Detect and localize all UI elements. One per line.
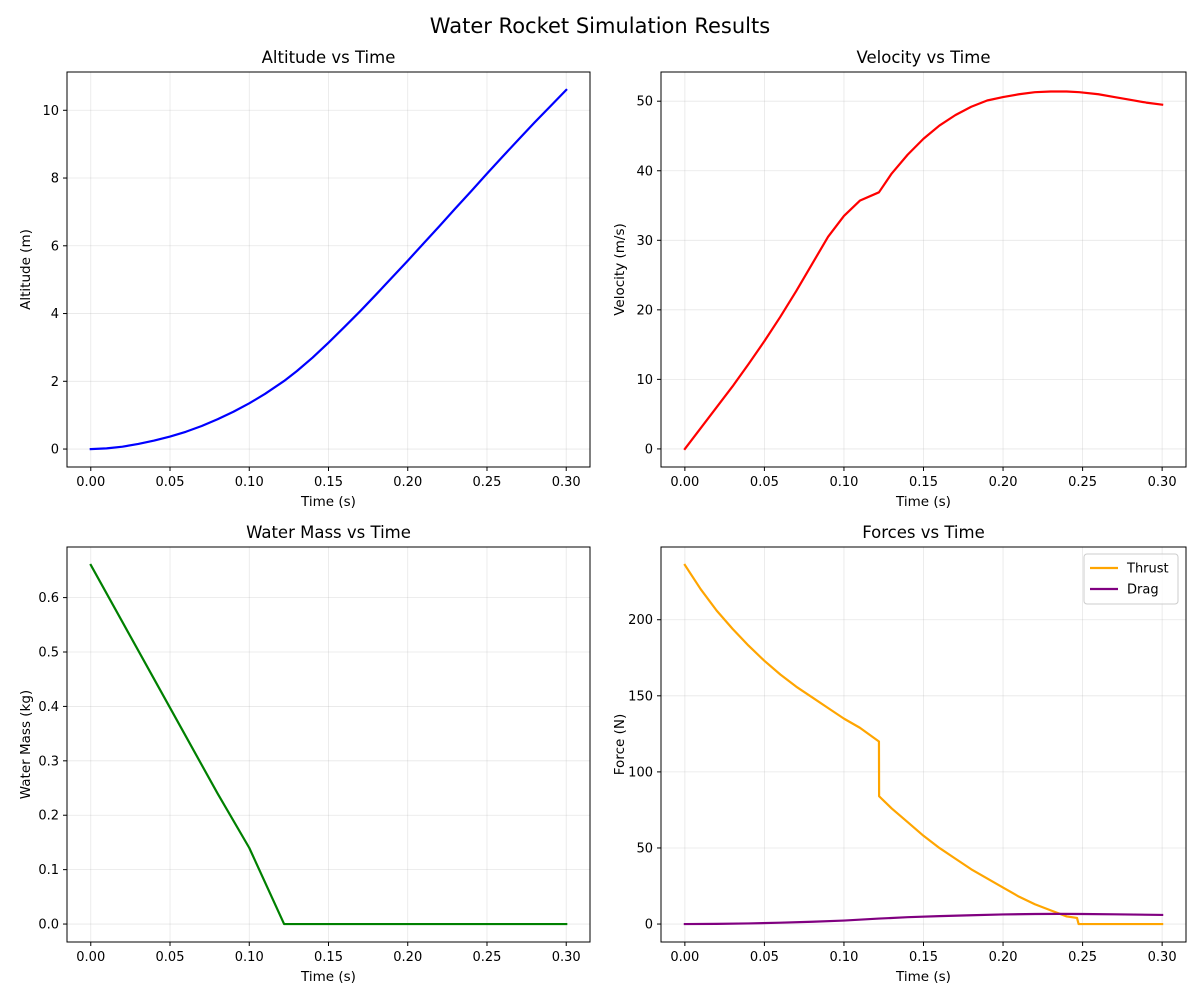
chart-3-xtick-label-2: 0.10 bbox=[829, 950, 858, 965]
chart-1-xtick-label-6: 0.30 bbox=[1148, 475, 1177, 490]
chart-2-xtick-label-0: 0.00 bbox=[76, 950, 105, 965]
chart-2-xtick-label-1: 0.05 bbox=[156, 950, 185, 965]
chart-0-ytick-label-3: 6 bbox=[51, 239, 59, 254]
chart-3-series-thrust-line bbox=[683, 563, 1164, 926]
chart-3-xtick-label-1: 0.05 bbox=[750, 950, 779, 965]
chart-2-ytick-label-6: 0.6 bbox=[38, 591, 59, 606]
chart-1-ylabel: Velocity (m/s) bbox=[612, 223, 628, 316]
chart-2-xtick-label-5: 0.25 bbox=[473, 950, 502, 965]
chart-1-xtick-label-1: 0.05 bbox=[750, 475, 779, 490]
chart-1-ytick-label-3: 30 bbox=[636, 234, 653, 249]
chart-0-xtick-label-6: 0.30 bbox=[552, 475, 581, 490]
chart-0-xtick-label-0: 0.00 bbox=[76, 475, 105, 490]
chart-3-ylabel: Force (N) bbox=[612, 714, 628, 775]
chart-2-ylabel: Water Mass (kg) bbox=[18, 690, 34, 799]
chart-1-ytick-label-2: 20 bbox=[636, 303, 653, 318]
chart-2-xlabel: Time (s) bbox=[300, 969, 356, 985]
chart-2-xtick-label-2: 0.10 bbox=[235, 950, 264, 965]
chart-3-xlabel: Time (s) bbox=[895, 969, 951, 985]
chart-1-xlabel: Time (s) bbox=[895, 494, 951, 510]
chart-0-ylabel: Altitude (m) bbox=[18, 229, 34, 310]
chart-1-ytick-label-5: 50 bbox=[636, 95, 653, 110]
chart-3-ytick-label-4: 200 bbox=[628, 613, 653, 628]
chart-1-ytick-label-1: 10 bbox=[636, 373, 653, 388]
chart-0-ytick-label-4: 8 bbox=[51, 172, 59, 187]
chart-2-xtick-label-4: 0.20 bbox=[393, 950, 422, 965]
chart-0-xtick-label-5: 0.25 bbox=[473, 475, 502, 490]
chart-3-xtick-label-3: 0.15 bbox=[909, 950, 938, 965]
chart-1-series-0-line bbox=[683, 90, 1164, 451]
chart-1-ytick-label-0: 0 bbox=[645, 442, 653, 457]
chart-3-title: Forces vs Time bbox=[862, 523, 984, 542]
chart-2-ytick-label-3: 0.3 bbox=[38, 754, 59, 769]
chart-3-xtick-label-6: 0.30 bbox=[1148, 950, 1177, 965]
chart-1-xtick-label-2: 0.10 bbox=[829, 475, 858, 490]
chart-1-xtick-label-4: 0.20 bbox=[989, 475, 1018, 490]
chart-3-xtick-label-5: 0.25 bbox=[1068, 950, 1097, 965]
chart-1-title: Velocity vs Time bbox=[857, 48, 991, 67]
chart-2-ytick-label-4: 0.4 bbox=[38, 700, 59, 715]
chart-2-ytick-label-0: 0.0 bbox=[38, 918, 59, 933]
chart-2-xtick-label-3: 0.15 bbox=[314, 950, 343, 965]
chart-0-series-0-line bbox=[89, 88, 568, 451]
chart-1-xtick-label-5: 0.25 bbox=[1068, 475, 1097, 490]
chart-3-ytick-label-0: 0 bbox=[645, 918, 653, 933]
chart-3-series-drag-line bbox=[683, 912, 1164, 926]
chart-3-xtick-label-0: 0.00 bbox=[670, 950, 699, 965]
chart-3-ytick-label-2: 100 bbox=[628, 765, 653, 780]
chart-2-title: Water Mass vs Time bbox=[246, 523, 411, 542]
chart-0-xtick-label-3: 0.15 bbox=[314, 475, 343, 490]
chart-0-ytick-label-1: 2 bbox=[51, 375, 59, 390]
chart-0-ytick-label-5: 10 bbox=[42, 104, 59, 119]
chart-2-ytick-label-5: 0.5 bbox=[38, 646, 59, 661]
chart-0-ytick-label-2: 4 bbox=[51, 307, 59, 322]
chart-0-ytick-label-0: 0 bbox=[51, 443, 59, 458]
chart-3-legend-label-thrust: Thrust bbox=[1126, 562, 1169, 577]
chart-0-xtick-label-2: 0.10 bbox=[235, 475, 264, 490]
chart-2-ytick-label-1: 0.1 bbox=[38, 863, 59, 878]
chart-3-xtick-label-4: 0.20 bbox=[989, 950, 1018, 965]
chart-0-title: Altitude vs Time bbox=[262, 48, 396, 67]
chart-2-ytick-label-2: 0.2 bbox=[38, 809, 59, 824]
chart-1-xtick-label-3: 0.15 bbox=[909, 475, 938, 490]
chart-3-ytick-label-3: 150 bbox=[628, 689, 653, 704]
chart-1-ytick-label-4: 40 bbox=[636, 164, 653, 179]
chart-3-legend-label-drag: Drag bbox=[1127, 583, 1159, 598]
figure-title: Water Rocket Simulation Results bbox=[429, 14, 771, 38]
chart-3-ytick-label-1: 50 bbox=[636, 841, 653, 856]
chart-0-xlabel: Time (s) bbox=[300, 494, 356, 510]
chart-0-xtick-label-1: 0.05 bbox=[156, 475, 185, 490]
chart-1-xtick-label-0: 0.00 bbox=[670, 475, 699, 490]
chart-2-series-0-line bbox=[89, 563, 568, 926]
chart-0-xtick-label-4: 0.20 bbox=[393, 475, 422, 490]
chart-2-xtick-label-6: 0.30 bbox=[552, 950, 581, 965]
chart-3-legend bbox=[1083, 553, 1179, 605]
